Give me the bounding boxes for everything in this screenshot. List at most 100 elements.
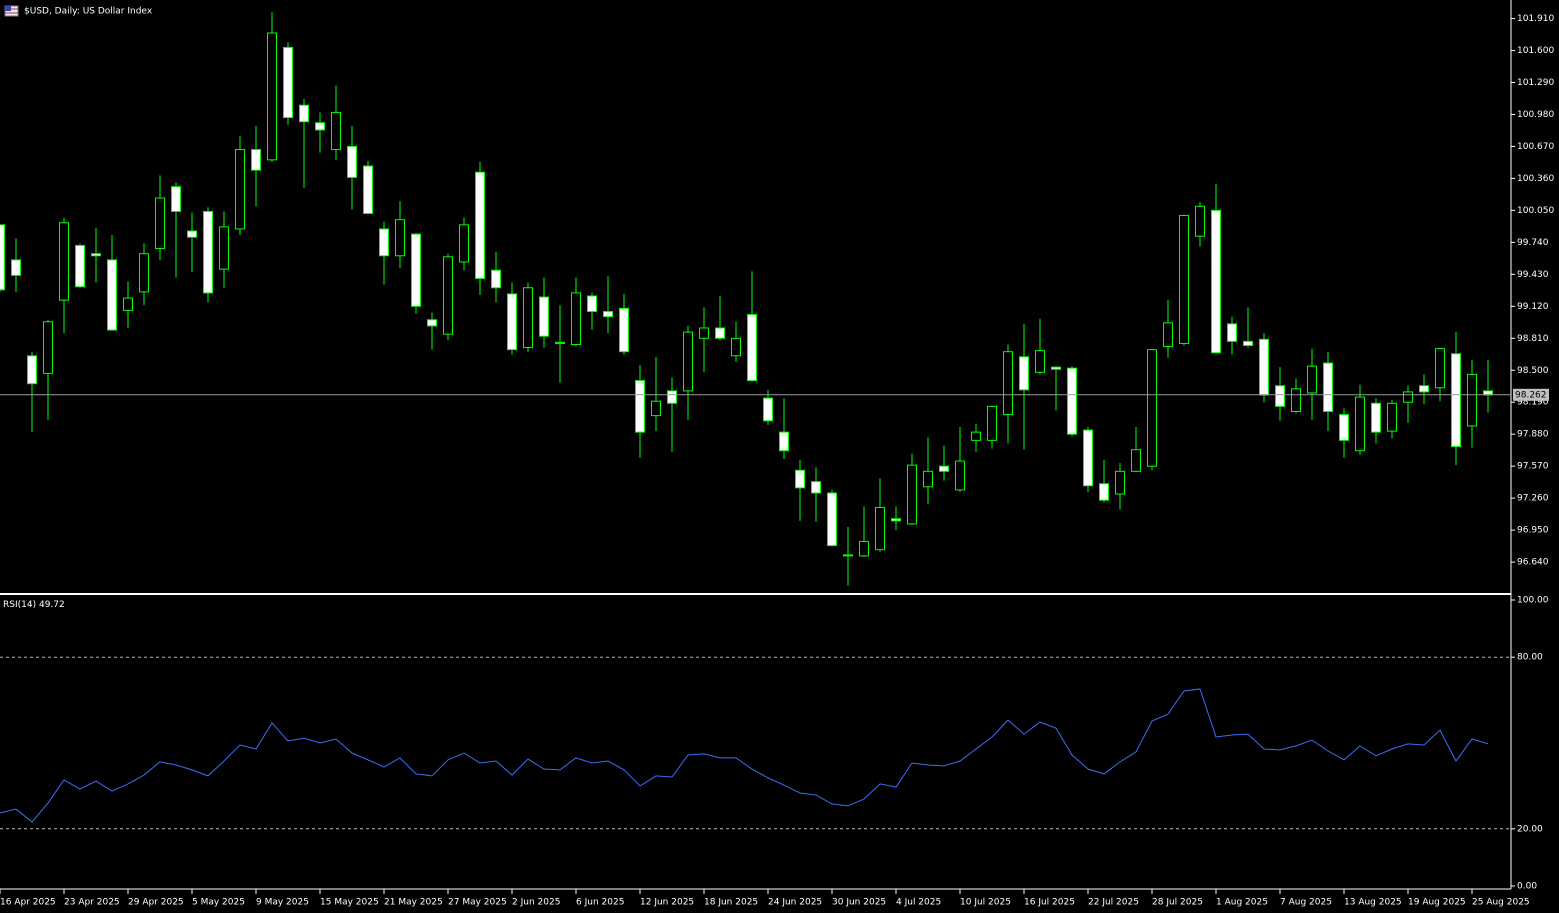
x-tick-label: 29 Apr 2025 [128,898,184,908]
candle-body [1227,323,1237,342]
chart-title: $USD, Daily: US Dollar Index [24,7,153,17]
x-tick-label: 22 Jul 2025 [1088,898,1139,908]
candle-body [219,226,229,270]
y-tick-label: 98.810 [1517,334,1549,344]
y-tick-label: 97.260 [1517,494,1549,504]
candle-body [1291,388,1301,413]
candle-body [1371,402,1381,433]
candle-body [811,481,821,494]
candle-body [251,149,261,171]
y-tick-label: 100.980 [1517,110,1554,120]
candle-body [395,219,405,257]
candle-body [91,253,101,257]
candle-body [1387,402,1397,432]
x-tick-label: 27 May 2025 [448,898,507,908]
candle-body [1163,322,1173,348]
rsi-line [0,688,1489,823]
candle-body [107,259,117,331]
candle-body [555,341,565,344]
last-price-box [1513,388,1549,401]
x-tick-label: 18 Jun 2025 [704,898,758,908]
candle-body [203,210,213,294]
candle-body [1131,449,1141,472]
candle-body [1067,367,1077,435]
y-tick-label: 80.00 [1517,653,1543,663]
candle-body [779,431,789,452]
candle-body [1355,396,1365,452]
y-tick-label: 101.910 [1517,14,1554,24]
candle-body [139,253,149,293]
y-tick-label: 97.880 [1517,430,1549,440]
candle-body [731,337,741,357]
candle-body [1307,365,1317,394]
candle-body [651,400,661,417]
candle-body [539,296,549,337]
candle-body [59,222,69,301]
candle-body [1019,356,1029,391]
candle-body [859,540,869,557]
candle-body [1003,351,1013,416]
candle-body [379,228,389,257]
candle-body [619,307,629,353]
y-tick-label: 100.00 [1517,596,1549,606]
candle-body [1323,362,1333,413]
candle-body [1099,483,1109,501]
last-price-label: 98.262 [1515,390,1547,400]
candle-body [155,197,165,250]
candle-body [891,518,901,522]
candle-body [27,355,37,385]
candle-body [1435,348,1445,389]
indicator-title: RSI(14) 49.72 [3,600,65,610]
candle-body [267,32,277,161]
candle-body [283,46,293,119]
candle-body [923,470,933,488]
x-tick-label: 7 Aug 2025 [1280,898,1332,908]
candle-body [827,492,837,547]
y-tick-label: 100.360 [1517,174,1554,184]
x-tick-label: 30 Jun 2025 [832,898,886,908]
candle-body [1483,390,1493,396]
candle-body [427,319,437,327]
y-tick-label: 100.670 [1517,142,1554,152]
y-tick-label: 96.640 [1517,558,1549,568]
y-tick-label: 99.430 [1517,270,1549,280]
y-tick-label: 96.950 [1517,526,1549,536]
candle-body [491,269,501,289]
candle-body [939,465,949,472]
candle-body [683,331,693,392]
candle-body [1451,353,1461,448]
x-tick-label: 9 May 2025 [256,898,309,908]
y-tick-label: 99.740 [1517,238,1549,248]
symbol-icon [4,5,19,17]
candle-body [187,230,197,238]
candle-body [715,327,725,339]
candle-body [1211,209,1221,354]
y-tick-label: 98.190 [1517,398,1549,408]
x-tick-label: 15 May 2025 [320,898,379,908]
candle-body [523,287,533,349]
y-tick-label: 99.120 [1517,302,1549,312]
candle-body [603,310,613,318]
y-tick-label: 101.290 [1517,78,1554,88]
candle-body [587,295,597,312]
candle-body [43,321,53,374]
candle-body [955,460,965,491]
candle-body [459,224,469,263]
candle-body [1195,205,1205,237]
x-tick-label: 16 Jul 2025 [1024,898,1075,908]
candle-body [971,431,981,441]
candle-body [571,292,581,345]
candle-body [1051,366,1061,370]
y-tick-label: 97.570 [1517,462,1549,472]
candle-body [747,314,757,382]
candle-body [1147,349,1157,467]
x-tick-label: 13 Aug 2025 [1344,898,1402,908]
candle-body [1083,429,1093,487]
candle-body [315,122,325,131]
candle-body [347,145,357,178]
candle-body [475,171,485,279]
candle-body [635,380,645,433]
x-tick-label: 12 Jun 2025 [640,898,694,908]
